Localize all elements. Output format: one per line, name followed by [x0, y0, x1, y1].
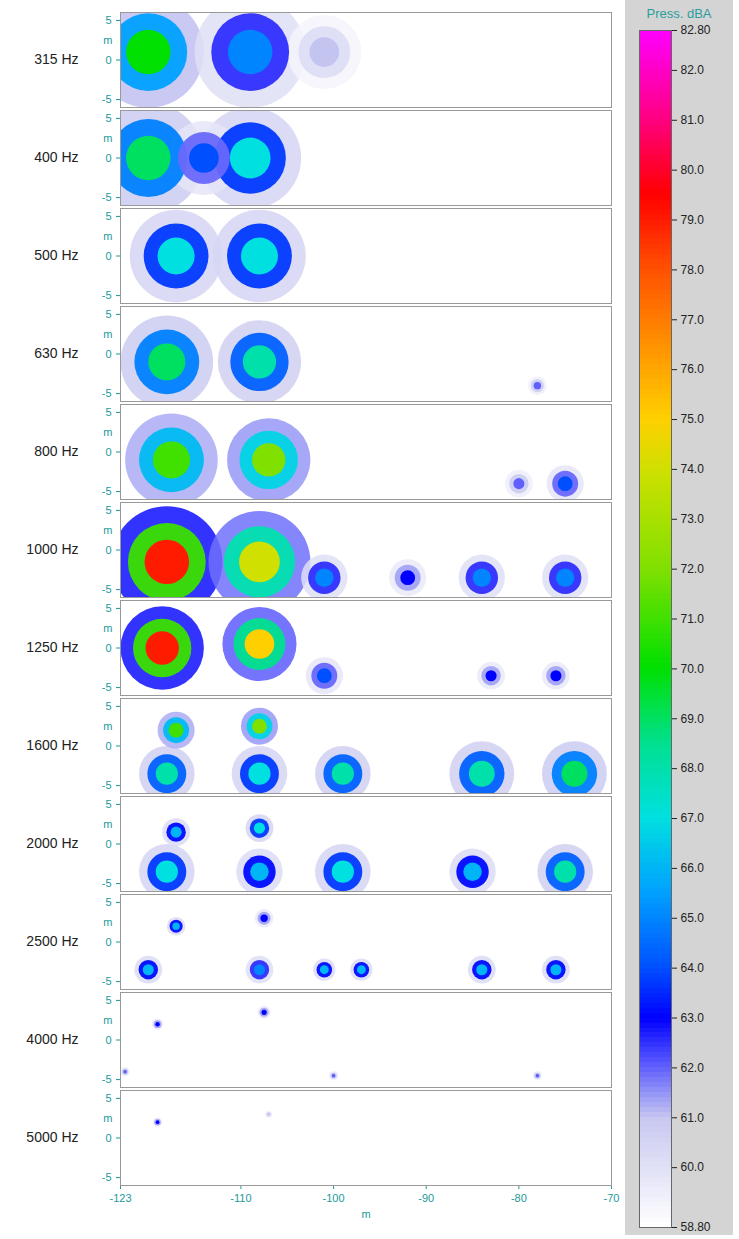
- svg-text:69.0: 69.0: [681, 712, 705, 726]
- svg-text:5: 5: [105, 700, 111, 712]
- svg-text:5: 5: [105, 994, 111, 1006]
- svg-text:70.0: 70.0: [681, 662, 705, 676]
- svg-text:m: m: [103, 34, 112, 46]
- svg-text:82.0: 82.0: [681, 63, 705, 77]
- svg-text:-5: -5: [102, 191, 112, 203]
- svg-text:81.0: 81.0: [681, 113, 705, 127]
- svg-text:1000 Hz: 1000 Hz: [26, 541, 78, 557]
- svg-text:77.0: 77.0: [681, 313, 705, 327]
- svg-text:-70: -70: [604, 1192, 620, 1204]
- svg-text:-90: -90: [418, 1192, 434, 1204]
- svg-text:-5: -5: [102, 93, 112, 105]
- svg-text:-110: -110: [230, 1192, 251, 1204]
- svg-text:-5: -5: [102, 779, 112, 791]
- svg-text:500 Hz: 500 Hz: [34, 247, 78, 263]
- svg-text:m: m: [103, 720, 112, 732]
- svg-text:0: 0: [105, 348, 111, 360]
- svg-text:4000 Hz: 4000 Hz: [26, 1031, 78, 1047]
- svg-text:-5: -5: [102, 1073, 112, 1085]
- svg-text:65.0: 65.0: [681, 911, 705, 925]
- svg-text:67.0: 67.0: [681, 811, 705, 825]
- svg-text:64.0: 64.0: [681, 961, 705, 975]
- svg-text:80.0: 80.0: [681, 163, 705, 177]
- svg-text:78.0: 78.0: [681, 263, 705, 277]
- svg-text:m: m: [103, 328, 112, 340]
- svg-text:5: 5: [105, 406, 111, 418]
- svg-text:0: 0: [105, 642, 111, 654]
- svg-text:62.0: 62.0: [681, 1061, 705, 1075]
- svg-text:m: m: [103, 622, 112, 634]
- svg-text:-5: -5: [102, 289, 112, 301]
- svg-text:0: 0: [105, 838, 111, 850]
- svg-text:72.0: 72.0: [681, 562, 705, 576]
- svg-text:m: m: [103, 230, 112, 242]
- svg-text:79.0: 79.0: [681, 213, 705, 227]
- svg-text:60.0: 60.0: [681, 1160, 705, 1174]
- svg-text:0: 0: [105, 446, 111, 458]
- svg-text:5: 5: [105, 1092, 111, 1104]
- svg-text:71.0: 71.0: [681, 612, 705, 626]
- svg-text:2500 Hz: 2500 Hz: [26, 933, 78, 949]
- svg-text:63.0: 63.0: [681, 1011, 705, 1025]
- svg-text:5: 5: [105, 112, 111, 124]
- svg-text:315 Hz: 315 Hz: [34, 51, 78, 67]
- svg-text:-100: -100: [323, 1192, 345, 1204]
- svg-text:-5: -5: [102, 975, 112, 987]
- svg-text:-5: -5: [102, 681, 112, 693]
- svg-text:61.0: 61.0: [681, 1111, 705, 1125]
- svg-text:m: m: [103, 524, 112, 536]
- svg-text:0: 0: [105, 152, 111, 164]
- svg-text:m: m: [103, 132, 112, 144]
- svg-text:0: 0: [105, 54, 111, 66]
- svg-text:-5: -5: [102, 485, 112, 497]
- svg-text:58.80: 58.80: [681, 1220, 711, 1234]
- svg-text:68.0: 68.0: [681, 761, 705, 775]
- svg-text:0: 0: [105, 1034, 111, 1046]
- svg-text:0: 0: [105, 250, 111, 262]
- svg-text:0: 0: [105, 936, 111, 948]
- svg-text:76.0: 76.0: [681, 362, 705, 376]
- svg-text:5: 5: [105, 210, 111, 222]
- svg-text:0: 0: [105, 1132, 111, 1144]
- svg-text:5: 5: [105, 798, 111, 810]
- svg-text:5: 5: [105, 308, 111, 320]
- svg-text:m: m: [103, 818, 112, 830]
- svg-text:5000 Hz: 5000 Hz: [26, 1129, 78, 1145]
- svg-text:-5: -5: [102, 877, 112, 889]
- svg-text:-5: -5: [102, 1171, 112, 1183]
- svg-text:800 Hz: 800 Hz: [34, 443, 78, 459]
- svg-text:0: 0: [105, 544, 111, 556]
- svg-text:5: 5: [105, 504, 111, 516]
- svg-text:82.80: 82.80: [681, 23, 711, 37]
- svg-text:m: m: [103, 916, 112, 928]
- svg-text:m: m: [103, 1014, 112, 1026]
- svg-text:5: 5: [105, 14, 111, 26]
- svg-text:5: 5: [105, 602, 111, 614]
- svg-text:74.0: 74.0: [681, 462, 705, 476]
- svg-text:66.0: 66.0: [681, 861, 705, 875]
- svg-text:0: 0: [105, 740, 111, 752]
- html-text:Press. dBA: Press. dBA: [646, 6, 712, 21]
- svg-text:1250 Hz: 1250 Hz: [26, 639, 78, 655]
- svg-text:-123: -123: [109, 1192, 131, 1204]
- svg-text:m: m: [361, 1208, 370, 1220]
- svg-text:-5: -5: [102, 583, 112, 595]
- svg-text:630 Hz: 630 Hz: [34, 345, 78, 361]
- svg-text:-5: -5: [102, 387, 112, 399]
- svg-text:2000 Hz: 2000 Hz: [26, 835, 78, 851]
- svg-text:73.0: 73.0: [681, 512, 705, 526]
- svg-text:5: 5: [105, 896, 111, 908]
- svg-text:m: m: [103, 426, 112, 438]
- svg-text:1600 Hz: 1600 Hz: [26, 737, 78, 753]
- svg-text:-80: -80: [511, 1192, 527, 1204]
- svg-text:75.0: 75.0: [681, 412, 705, 426]
- svg-text:m: m: [103, 1112, 112, 1124]
- svg-text:400 Hz: 400 Hz: [34, 149, 78, 165]
